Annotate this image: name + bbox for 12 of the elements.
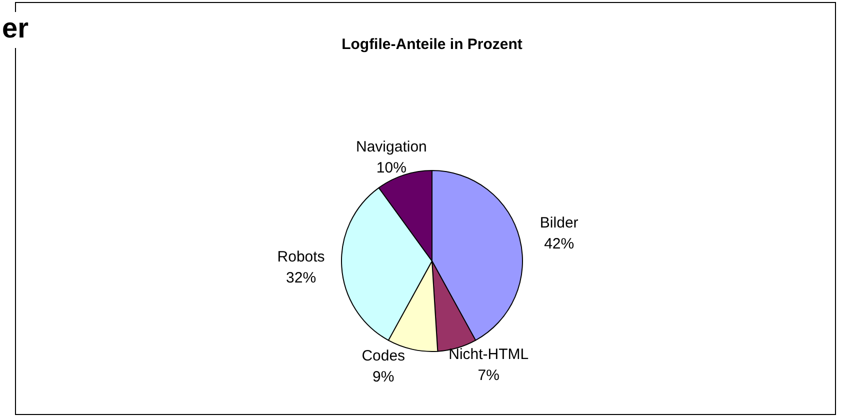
slice-label: Codes — [362, 348, 406, 365]
data-label: 10% — [376, 159, 406, 176]
data-label: 9% — [372, 368, 394, 386]
data-label: 32% — [286, 269, 316, 286]
text: er — [2, 12, 29, 44]
slice-label: Nicht-HTML — [448, 346, 529, 363]
data-label: 42% — [544, 236, 574, 253]
slice-label: Navigation — [356, 138, 427, 156]
chart-title: Logfile-Anteile in Prozent — [342, 36, 522, 54]
slice-label: Bilder — [540, 214, 578, 232]
data-label: 7% — [478, 366, 500, 384]
slice-label: Robots — [277, 248, 325, 266]
